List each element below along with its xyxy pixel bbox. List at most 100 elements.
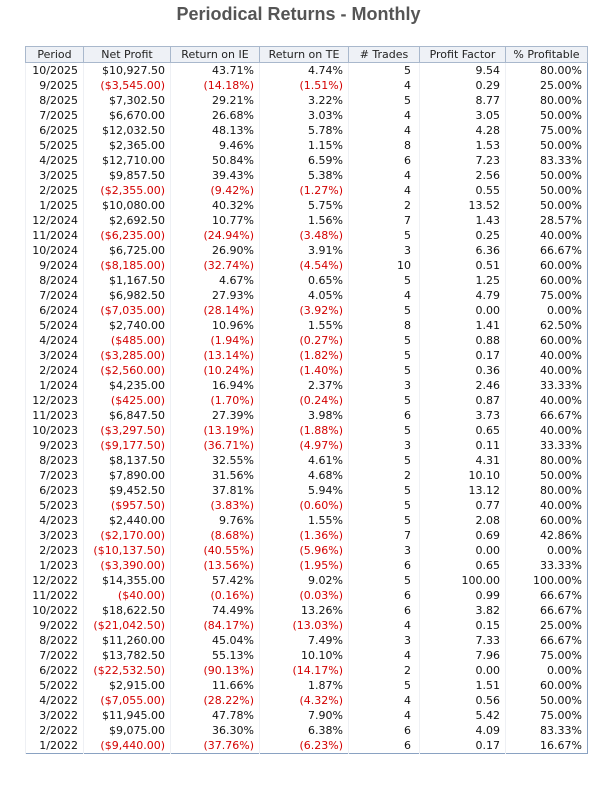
table-row: 10/2023 ($3,297.50) (13.19%) (1.88%) 5 0.65 40… [25, 423, 588, 438]
table-row: 5/2022 $2,915.00 11.66% 1.87% 5 1.51 60.00% [25, 678, 588, 693]
table-cell: (1.88%) [259, 423, 349, 438]
table-cell: $10,080.00 [83, 198, 171, 213]
table-cell: 7/2023 [25, 468, 84, 483]
table-cell: 0.00% [505, 663, 588, 678]
table-cell: 3.98% [259, 408, 349, 423]
table-cell: 13.12 [419, 483, 506, 498]
table-cell: (90.13%) [170, 663, 260, 678]
table-row: 5/2023 ($957.50) (3.83%) (0.60%) 5 0.77 40.00% [25, 498, 588, 513]
table-cell: (13.03%) [259, 618, 349, 633]
table-cell: 11/2023 [25, 408, 84, 423]
table-cell: 62.50% [505, 318, 588, 333]
table-cell: 5 [348, 678, 420, 693]
table-cell: 4 [348, 618, 420, 633]
table-cell: 8 [348, 318, 420, 333]
table-cell: 39.43% [170, 168, 260, 183]
table-cell: 6 [348, 588, 420, 603]
table-cell: 5 [348, 333, 420, 348]
table-cell: 3.73 [419, 408, 506, 423]
table-cell: 4.05% [259, 288, 349, 303]
table-cell: 50.00% [505, 468, 588, 483]
table-cell: 10.77% [170, 213, 260, 228]
table-cell: 9/2022 [25, 618, 84, 633]
table-cell: 0.11 [419, 438, 506, 453]
table-cell: 7.33 [419, 633, 506, 648]
table-cell: 0.25 [419, 228, 506, 243]
table-cell: 43.71% [170, 62, 260, 78]
table-cell: 5.42 [419, 708, 506, 723]
table-cell: $4,235.00 [83, 378, 171, 393]
table-row: 1/2023 ($3,390.00) (13.56%) (1.95%) 6 0.65 33.… [25, 558, 588, 573]
table-cell: (4.97%) [259, 438, 349, 453]
table-cell: (0.03%) [259, 588, 349, 603]
table-cell: 60.00% [505, 333, 588, 348]
table-row: 7/2023 $7,890.00 31.56% 4.68% 2 10.10 50.00% [25, 468, 588, 483]
table-cell: 83.33% [505, 723, 588, 738]
table-cell: (40.55%) [170, 543, 260, 558]
table-cell: 5 [348, 498, 420, 513]
table-cell: 40.00% [505, 423, 588, 438]
table-cell: 10/2023 [25, 423, 84, 438]
table-cell: (1.95%) [259, 558, 349, 573]
table-cell: 2/2025 [25, 183, 84, 198]
table-cell: 50.84% [170, 153, 260, 168]
table-row: 4/2023 $2,440.00 9.76% 1.55% 5 2.08 60.00% [25, 513, 588, 528]
table-row: 1/2024 $4,235.00 16.94% 2.37% 3 2.46 33.33% [25, 378, 588, 393]
table-cell: 5 [348, 303, 420, 318]
table-cell: 40.00% [505, 393, 588, 408]
table-cell: 5 [348, 348, 420, 363]
column-header: Return on IE [170, 46, 260, 63]
table-cell: 4 [348, 708, 420, 723]
table-row: 8/2025 $7,302.50 29.21% 3.22% 5 8.77 80.00% [25, 93, 588, 108]
table-cell: 1/2022 [25, 738, 84, 754]
table-cell: 40.00% [505, 348, 588, 363]
table-row: 2/2024 ($2,560.00) (10.24%) (1.40%) 5 0.36 40.… [25, 363, 588, 378]
table-cell: 7 [348, 213, 420, 228]
table-cell: 29.21% [170, 93, 260, 108]
table-row: 12/2023 ($425.00) (1.70%) (0.24%) 5 0.87 40.00… [25, 393, 588, 408]
table-cell: 40.00% [505, 228, 588, 243]
table-cell: 5 [348, 483, 420, 498]
table-row: 10/2024 $6,725.00 26.90% 3.91% 3 6.36 66.67% [25, 243, 588, 258]
table-cell: 8.77 [419, 93, 506, 108]
column-header: % Profitable [505, 46, 588, 63]
table-cell: ($21,042.50) [83, 618, 171, 633]
table-row: 10/2022 $18,622.50 74.49% 13.26% 6 3.82 66.67% [25, 603, 588, 618]
table-cell: 50.00% [505, 168, 588, 183]
table-cell: 0.87 [419, 393, 506, 408]
table-cell: 1.41 [419, 318, 506, 333]
table-cell: 6/2025 [25, 123, 84, 138]
table-cell: 9/2025 [25, 78, 84, 93]
table-cell: 11/2022 [25, 588, 84, 603]
table-cell: 0.00 [419, 543, 506, 558]
table-cell: 40.32% [170, 198, 260, 213]
table-cell: 48.13% [170, 123, 260, 138]
table-cell: 4/2023 [25, 513, 84, 528]
table-cell: 0.88 [419, 333, 506, 348]
table-cell: 0.55 [419, 183, 506, 198]
table-row: 3/2025 $9,857.50 39.43% 5.38% 4 2.56 50.00% [25, 168, 588, 183]
table-cell: 8/2024 [25, 273, 84, 288]
table-cell: 7.96 [419, 648, 506, 663]
table-cell: 8 [348, 138, 420, 153]
table-cell: 57.42% [170, 573, 260, 588]
table-cell: 2 [348, 663, 420, 678]
table-cell: $6,725.00 [83, 243, 171, 258]
table-cell: 2.08 [419, 513, 506, 528]
column-header: # Trades [348, 46, 420, 63]
table-cell: 0.77 [419, 498, 506, 513]
table-cell: 1/2025 [25, 198, 84, 213]
table-cell: (0.24%) [259, 393, 349, 408]
table-cell: (28.22%) [170, 693, 260, 708]
table-cell: 7/2025 [25, 108, 84, 123]
table-cell: 2/2022 [25, 723, 84, 738]
table-cell: (3.48%) [259, 228, 349, 243]
table-row: 5/2025 $2,365.00 9.46% 1.15% 8 1.53 50.00% [25, 138, 588, 153]
table-cell: 27.39% [170, 408, 260, 423]
table-cell: 1.43 [419, 213, 506, 228]
table-cell: 80.00% [505, 93, 588, 108]
table-cell: 6 [348, 603, 420, 618]
table-cell: 1/2024 [25, 378, 84, 393]
table-row: 11/2022 ($40.00) (0.16%) (0.03%) 6 0.99 66.67% [25, 588, 588, 603]
table-cell: 5 [348, 273, 420, 288]
